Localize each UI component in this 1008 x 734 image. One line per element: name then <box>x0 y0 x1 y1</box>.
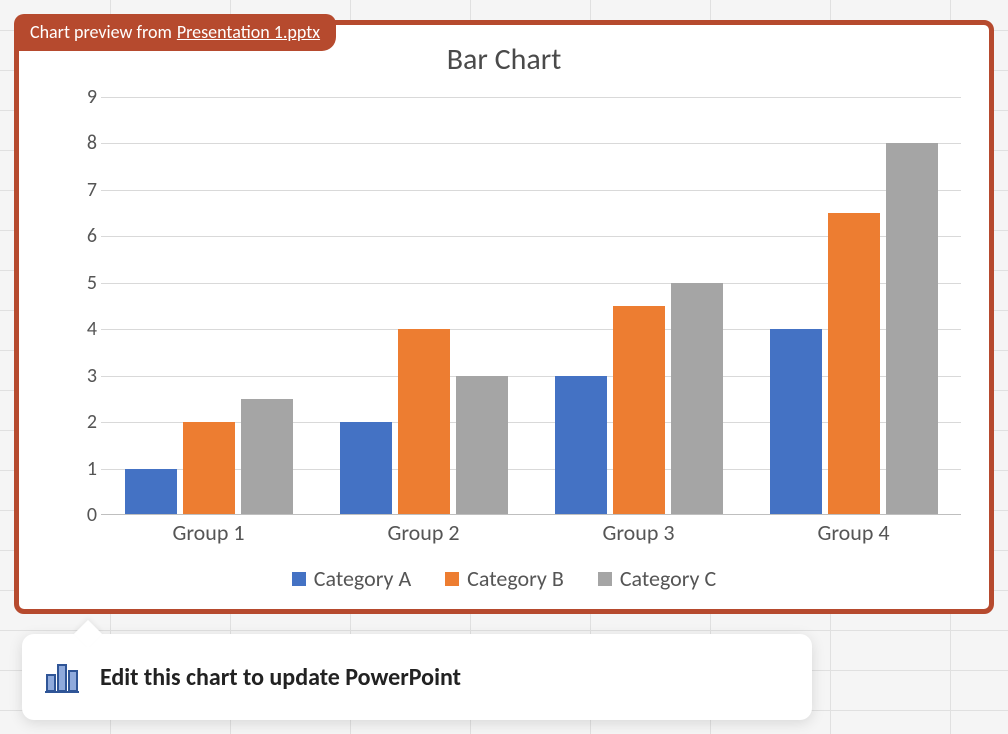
legend-label: Category B <box>467 565 564 592</box>
y-tick-label: 5 <box>57 271 97 295</box>
bar <box>183 422 235 515</box>
chart-canvas: Bar Chart 0123456789 Group 1Group 2Group… <box>29 35 979 599</box>
y-tick-label: 0 <box>57 503 97 527</box>
bar <box>555 376 607 515</box>
bar <box>456 376 508 515</box>
legend-label: Category C <box>620 565 716 592</box>
bar <box>828 213 880 515</box>
bar <box>770 329 822 515</box>
y-axis: 0123456789 <box>57 97 97 515</box>
source-file-link[interactable]: Presentation 1.pptx <box>177 21 320 43</box>
bar-group <box>316 97 531 515</box>
y-tick-label: 4 <box>57 317 97 341</box>
x-tick-label: Group 1 <box>101 519 316 546</box>
legend-swatch <box>445 572 459 586</box>
y-tick-label: 7 <box>57 178 97 202</box>
y-tick-label: 1 <box>57 457 97 481</box>
bar <box>241 399 293 515</box>
y-tick-label: 6 <box>57 224 97 248</box>
y-tick-label: 2 <box>57 410 97 434</box>
callout-text: Edit this chart to update PowerPoint <box>100 663 461 692</box>
edit-chart-callout[interactable]: Edit this chart to update PowerPoint <box>22 634 812 720</box>
y-tick-label: 3 <box>57 364 97 388</box>
x-tick-label: Group 3 <box>531 519 746 546</box>
y-tick-label: 9 <box>57 85 97 109</box>
legend-item: Category B <box>445 565 564 592</box>
preview-tab: Chart preview from Presentation 1.pptx <box>14 14 336 51</box>
plot-area: 0123456789 <box>101 97 961 515</box>
bar <box>886 143 938 515</box>
legend: Category A Category B Category C <box>29 565 979 592</box>
x-tick-label: Group 4 <box>746 519 961 546</box>
bar-chart-icon <box>44 659 80 695</box>
preview-tab-prefix: Chart preview from <box>30 21 172 43</box>
bar <box>671 283 723 515</box>
x-tick-label: Group 2 <box>316 519 531 546</box>
y-tick-label: 8 <box>57 131 97 155</box>
legend-swatch <box>292 572 306 586</box>
legend-item: Category A <box>292 565 411 592</box>
chart-preview-frame[interactable]: Bar Chart 0123456789 Group 1Group 2Group… <box>14 20 994 614</box>
legend-swatch <box>598 572 612 586</box>
x-axis-baseline <box>101 514 961 515</box>
bar <box>340 422 392 515</box>
bar-groups <box>101 97 961 515</box>
bar <box>398 329 450 515</box>
legend-label: Category A <box>314 565 411 592</box>
x-axis-labels: Group 1Group 2Group 3Group 4 <box>101 519 961 546</box>
bar-group <box>746 97 961 515</box>
legend-item: Category C <box>598 565 716 592</box>
bar <box>125 469 177 515</box>
bar-group <box>531 97 746 515</box>
bar <box>613 306 665 515</box>
bar-group <box>101 97 316 515</box>
